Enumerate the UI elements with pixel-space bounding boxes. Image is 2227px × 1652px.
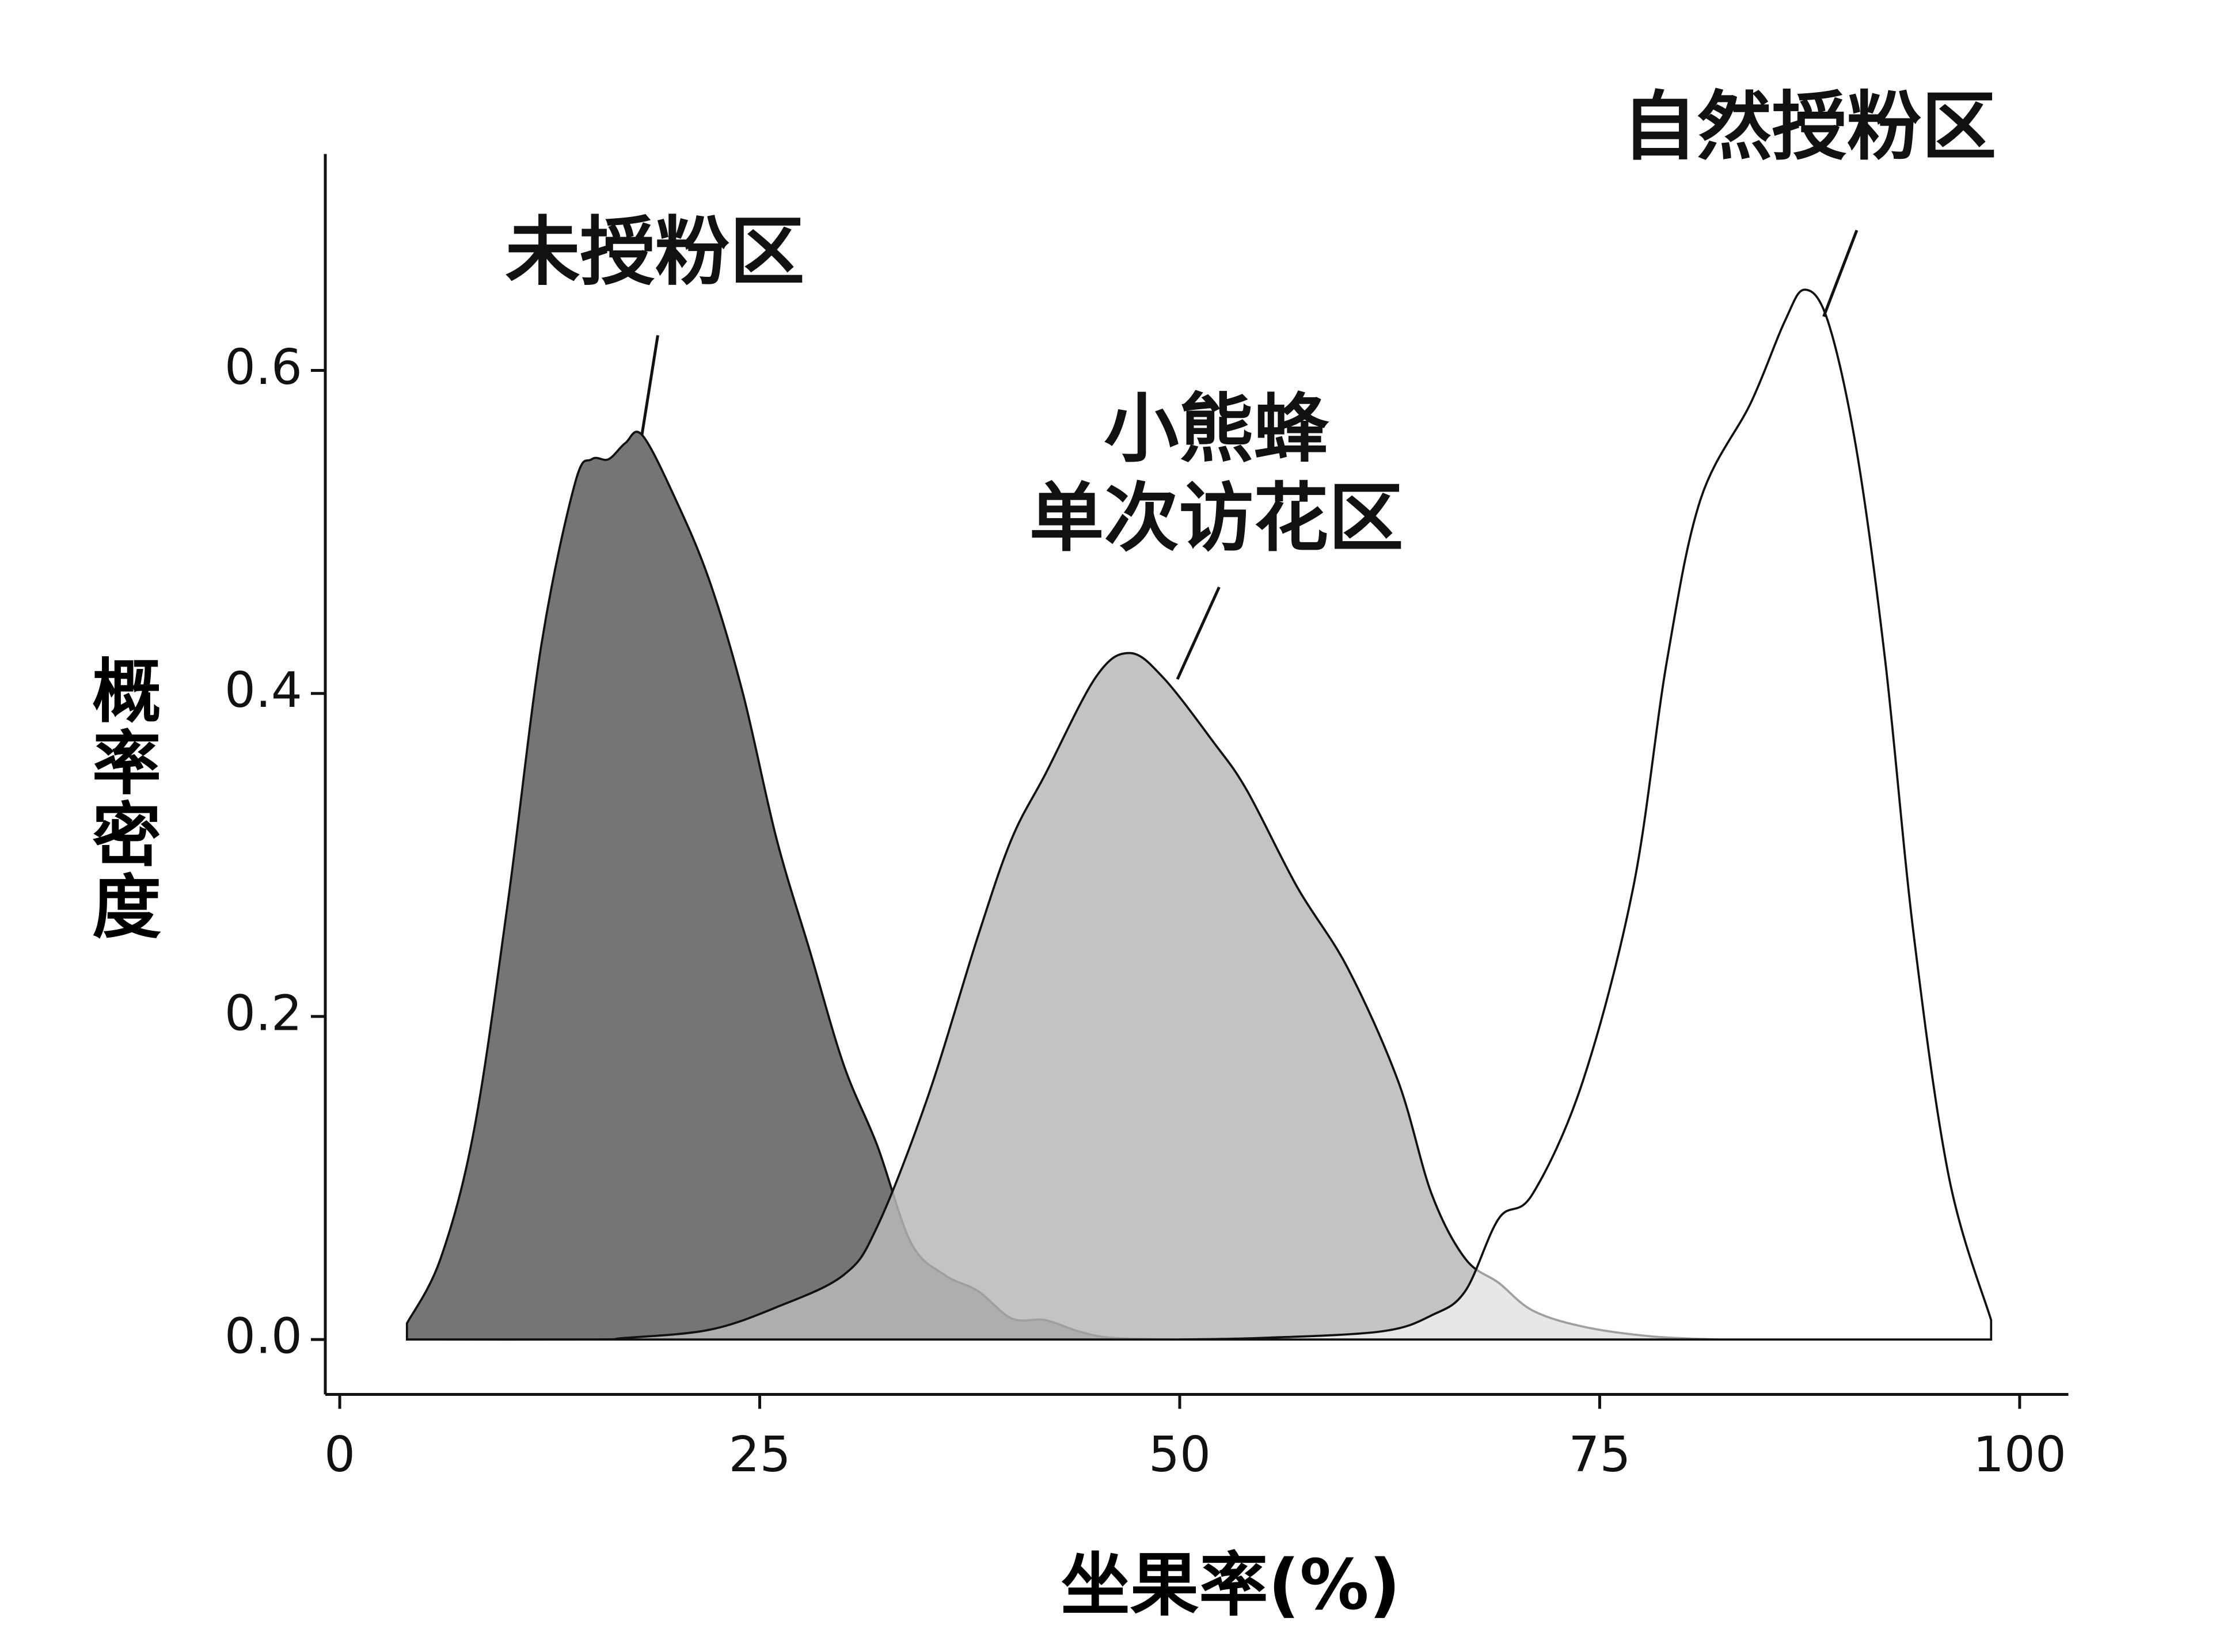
leader-line — [640, 335, 659, 435]
density-area — [1179, 288, 1993, 1341]
x-tick-label: 50 — [1149, 1426, 1211, 1483]
series-group — [405, 288, 1993, 1341]
y-tick-label: 0.2 — [225, 985, 302, 1042]
y-axis-label: 概率密度 — [79, 654, 160, 943]
x-tick-label: 0 — [324, 1426, 355, 1483]
density-area — [406, 652, 1717, 1341]
series-label: 小熊蜂 单次访花区 — [1029, 387, 1404, 563]
y-tick-label: 0.4 — [225, 662, 302, 719]
x-axis-label: 坐果率(%) — [1061, 1546, 1401, 1626]
x-tick-label: 75 — [1568, 1426, 1631, 1483]
leader-line — [1176, 586, 1221, 680]
leader-line — [1822, 230, 1859, 317]
x-tick-label: 100 — [1973, 1426, 2066, 1483]
y-tick-label: 0.0 — [225, 1308, 302, 1365]
series-label: 自然授粉区 — [1622, 85, 1997, 172]
series-label: 未授粉区 — [505, 210, 805, 296]
x-tick-label: 25 — [728, 1426, 791, 1483]
y-tick-label: 0.6 — [225, 339, 302, 396]
